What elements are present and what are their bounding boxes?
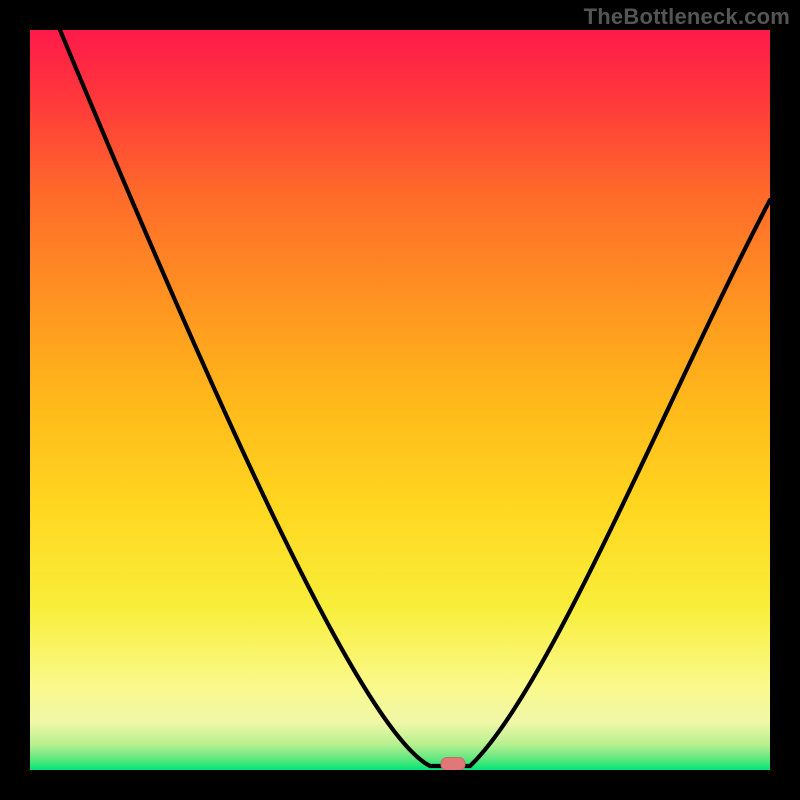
watermark-text: TheBottleneck.com (584, 4, 790, 30)
optimum-marker (441, 758, 465, 771)
chart-frame: TheBottleneck.com (0, 0, 800, 800)
gradient-background (30, 30, 770, 770)
plot-svg (30, 30, 770, 770)
plot-area (30, 30, 770, 770)
